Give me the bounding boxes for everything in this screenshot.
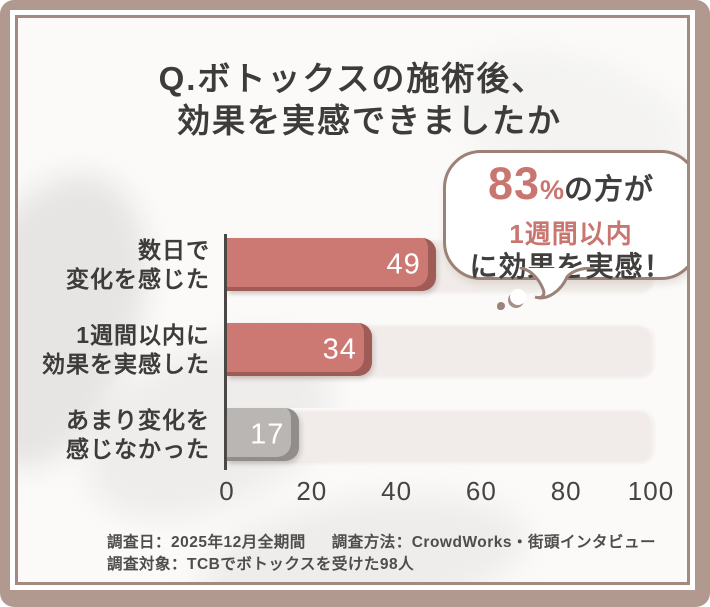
bar-felt-effect-within-week: 34 (227, 323, 372, 376)
speech-bubble: 83%の方が 1週間以内 に効果を実感！ (443, 150, 687, 282)
x-tick: 100 (627, 476, 675, 506)
y-axis-line (224, 234, 227, 470)
percent-value: 83 (487, 158, 541, 209)
thought-dot-large-icon (510, 289, 526, 305)
thought-dot-small-icon (497, 302, 505, 310)
category-label: 数日で 変化を感じた (28, 236, 210, 294)
category-label-line: あまり変化を (66, 407, 210, 433)
bubble-line-2: 1週間以内 (509, 219, 633, 249)
bubble-line-3: に効果を実感！ (469, 251, 673, 282)
survey-date: 調査日：2025年12月全期間 (107, 534, 306, 551)
survey-notes-line-1: 調査日：2025年12月全期間 調査方法：CrowdWorks・街頭インタビュー (107, 532, 656, 554)
category-label-line: 数日で (138, 237, 210, 263)
bar-value-label: 34 (322, 333, 357, 365)
frame-white-inset: Q.ボトックスの施術後、 効果を実感できましたか 数日で 変化を感じた 49 1… (10, 10, 695, 590)
x-axis-ticks: 0 20 40 60 80 100 (219, 476, 673, 506)
content-area: Q.ボトックスの施術後、 効果を実感できましたか 数日で 変化を感じた 49 1… (15, 15, 690, 585)
bar-value-label: 49 (386, 248, 421, 280)
bar-value-label: 17 (250, 418, 285, 450)
bar-felt-change-in-days: 49 (227, 238, 436, 291)
title-line-2: 効果を実感できましたか (177, 102, 562, 140)
bar-no-change-felt: 17 (227, 408, 300, 461)
category-label: あまり変化を 感じなかった (28, 406, 210, 464)
speech-bubble-tail (519, 267, 595, 300)
bubble-headline-suffix: の方が (564, 174, 655, 206)
x-tick: 20 (296, 476, 328, 506)
x-tick: 80 (550, 476, 582, 506)
x-tick: 0 (219, 476, 235, 506)
category-label-line: 効果を実感した (42, 350, 210, 377)
survey-subjects: 調査対象：TCBでボトックスを受けた98人 (107, 556, 415, 573)
bar-track: 17 (227, 408, 653, 461)
category-label-line: 1週間以内に (76, 322, 210, 348)
percent-sign: % (540, 175, 565, 205)
survey-method: 調査方法：CrowdWorks・街頭インタビュー (331, 534, 657, 551)
category-label-line: 変化を感じた (66, 265, 210, 292)
category-label-line: 感じなかった (66, 435, 210, 462)
x-tick: 60 (465, 476, 497, 506)
bar-track: 34 (227, 323, 653, 376)
survey-notes: 調査日：2025年12月全期間 調査方法：CrowdWorks・街頭インタビュー … (107, 532, 656, 576)
x-tick: 40 (381, 476, 413, 506)
category-label: 1週間以内に 効果を実感した (28, 321, 210, 379)
page-title: Q.ボトックスの施術後、 効果を実感できましたか (18, 58, 687, 142)
title-line-1: Q.ボトックスの施術後、 (158, 60, 547, 97)
bubble-headline: 83%の方が (446, 158, 687, 218)
